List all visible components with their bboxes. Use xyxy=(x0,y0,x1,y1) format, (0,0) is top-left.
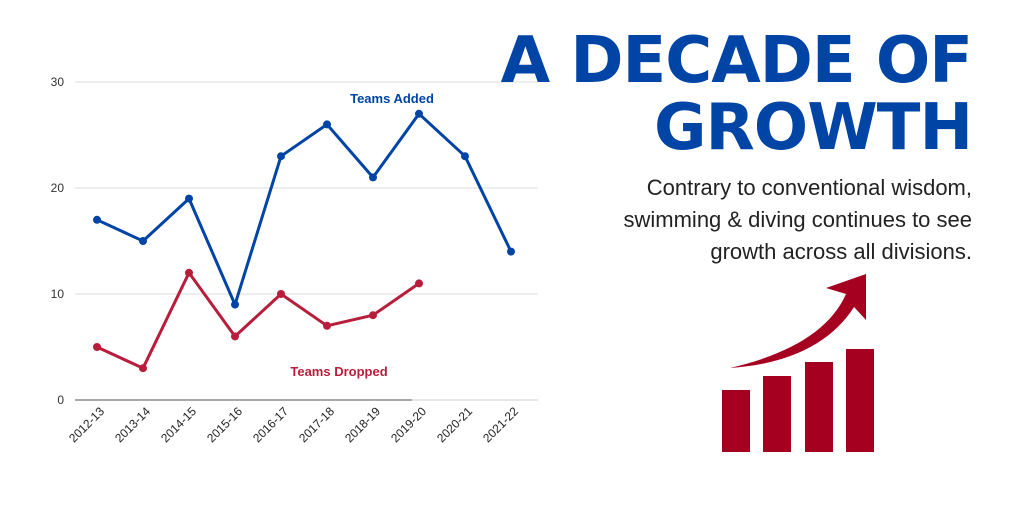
data-point xyxy=(139,364,147,373)
x-tick-label: 2019-20 xyxy=(388,404,429,445)
data-point xyxy=(323,120,331,129)
line-chart: 0 10 20 30 2012-13 2013-14 2014-15 2015-16 2016… xyxy=(51,75,538,445)
growth-chart-icon xyxy=(722,274,874,452)
tagline: Contrary to conventional wisdom, swimmin… xyxy=(623,175,973,264)
series-line-1 xyxy=(95,112,513,307)
x-tick-label: 2020-21 xyxy=(434,404,475,445)
x-tick-label: 2013-14 xyxy=(112,404,153,445)
y-tick-label: 0 xyxy=(57,393,64,407)
series-line-2 xyxy=(95,271,421,370)
data-point xyxy=(231,332,239,341)
data-point xyxy=(277,290,285,298)
x-tick-label: 2017-18 xyxy=(296,404,337,445)
icon-bar-3 xyxy=(805,362,833,452)
data-point xyxy=(93,215,101,224)
data-point xyxy=(415,279,423,288)
data-point xyxy=(231,300,239,309)
x-tick-label: 2014-15 xyxy=(158,404,199,445)
data-point xyxy=(139,237,147,245)
x-tick-label: 2018-19 xyxy=(342,404,383,445)
y-axis-ticks: 0 10 20 30 xyxy=(51,75,65,407)
x-tick-label: 2012-13 xyxy=(66,404,107,445)
data-point xyxy=(415,109,423,118)
headline-line-1: A DECADE OF xyxy=(500,24,973,98)
data-point xyxy=(93,343,101,351)
headline-line-2: GROWTH xyxy=(653,91,973,165)
y-tick-label: 10 xyxy=(51,287,65,301)
icon-bar-1 xyxy=(722,390,750,452)
data-point xyxy=(369,311,377,320)
y-tick-label: 30 xyxy=(51,75,65,89)
data-point xyxy=(185,268,193,277)
data-point xyxy=(323,321,331,330)
x-tick-label: 2016-17 xyxy=(250,404,291,445)
teams-dropped-label: Teams Dropped xyxy=(290,364,387,379)
x-axis-ticks: 2012-13 2013-14 2014-15 2015-16 2016-17 2017-… xyxy=(66,404,521,445)
x-tick-label: 2021-22 xyxy=(480,404,521,445)
icon-bar-4 xyxy=(846,349,874,452)
data-point xyxy=(461,152,469,161)
icon-bar-2 xyxy=(763,376,791,452)
grid-lines xyxy=(75,81,538,401)
series-group xyxy=(93,109,515,373)
data-point xyxy=(507,247,515,256)
data-point xyxy=(369,173,377,182)
rising-arrow-icon xyxy=(730,274,866,368)
headline: A DECADE OF GROWTH xyxy=(500,24,973,165)
x-tick-label: 2015-16 xyxy=(204,404,245,445)
y-tick-label: 20 xyxy=(51,181,65,195)
data-point xyxy=(185,194,193,203)
teams-added-label: Teams Added xyxy=(350,91,434,106)
data-point xyxy=(277,152,285,161)
